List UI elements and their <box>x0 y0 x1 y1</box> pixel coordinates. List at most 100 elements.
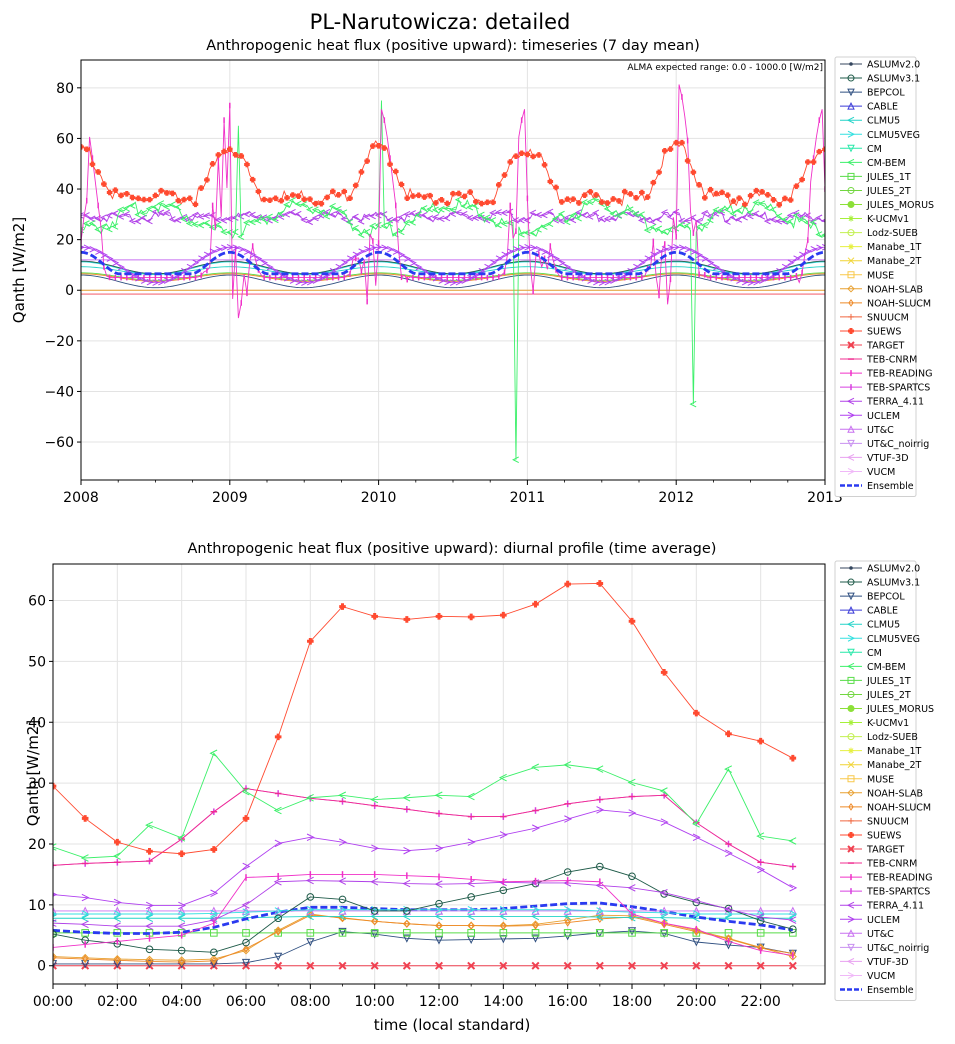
timeseries-legend-marker <box>847 201 855 208</box>
timeseries-marker-UCLEM <box>764 274 772 282</box>
timeseries-marker-UCLEM <box>112 259 120 267</box>
diurnal-point-UCLEM <box>210 889 219 898</box>
timeseries-marker-CM-BEM <box>534 226 542 233</box>
y-tick-label: 60 <box>56 131 74 147</box>
timeseries-marker-SUEWS <box>330 188 336 195</box>
timeseries-marker-TERRA_4.11 <box>740 213 748 221</box>
diurnal-point-NOAH-SLUCM <box>371 917 378 926</box>
timeseries-marker-SUEWS <box>793 183 800 189</box>
diurnal-point-NOAH-SLUCM <box>629 912 635 922</box>
diurnal-point-CLMU5VEG <box>692 910 701 918</box>
diurnal-legend-label: JULES_1T <box>866 676 911 687</box>
timeseries-marker-CM-BEM <box>712 206 720 214</box>
x-tick-label: 08:00 <box>290 994 330 1010</box>
diurnal-point-NOAH-SLUCM <box>53 953 56 962</box>
diurnal-point-SUEWS <box>532 600 539 608</box>
timeseries-marker-TERRA_4.11 <box>637 217 645 224</box>
timeseries-marker-SUEWS <box>810 159 817 165</box>
diurnal-point-BEPCOL <box>274 952 283 962</box>
timeseries-marker-SUEWS <box>461 193 468 200</box>
timeseries-marker-SUEWS <box>215 152 222 158</box>
diurnal-line-TEB-SPARTCS <box>53 788 793 867</box>
timeseries-legend-marker <box>846 116 855 124</box>
diurnal-point-BEPCOL <box>53 960 58 969</box>
timeseries-legend-label: JULES_MORUS <box>866 200 934 211</box>
diurnal-point-CLMU5VEG <box>628 908 637 916</box>
timeseries-marker-CM-BEM <box>340 209 348 216</box>
diurnal-lines <box>53 580 798 970</box>
timeseries-marker-TERRA_4.11 <box>380 211 388 218</box>
timeseries-marker-UCLEM <box>747 279 755 286</box>
diurnal-point-TARGET <box>660 961 669 970</box>
timeseries-marker-CM-BEM <box>403 219 411 226</box>
diurnal-point-CM-BEM <box>241 787 250 796</box>
timeseries-marker-SUEWS <box>249 176 256 183</box>
diurnal-point-CM-BEM <box>659 787 668 795</box>
timeseries-marker-SUEWS <box>101 181 107 187</box>
timeseries-marker-CM-BEM <box>643 226 651 234</box>
timeseries-marker-SUEWS <box>455 190 462 197</box>
diurnal-legend-marker <box>848 831 854 838</box>
timeseries-legend-marker <box>847 425 855 433</box>
timeseries-marker-CM-BEM <box>162 203 170 210</box>
timeseries-marker-CM-BEM <box>557 210 565 218</box>
timeseries-marker-CM-BEM <box>706 216 714 224</box>
diurnal-point-CM-BEM <box>756 832 765 840</box>
timeseries-marker-CM-BEM <box>202 219 210 227</box>
timeseries-marker-SUEWS <box>684 157 691 164</box>
diurnal-point-BEPCOL <box>499 935 508 944</box>
timeseries-marker-CM-BEM <box>174 203 182 211</box>
timeseries-marker-CM-BEM <box>225 229 233 236</box>
diurnal-point-TERRA_4.11 <box>466 879 475 888</box>
timeseries-marker-UCLEM <box>501 251 509 259</box>
timeseries-marker-CM-BEM <box>460 202 468 210</box>
timeseries-marker-TERRA_4.11 <box>603 215 611 223</box>
diurnal-line-TEB-READING <box>53 873 793 956</box>
diurnal-point-TARGET <box>563 961 572 970</box>
diurnal-point-NOAH-SLUCM <box>436 921 442 930</box>
timeseries-frame <box>80 59 826 481</box>
timeseries-marker-UCLEM <box>530 244 538 251</box>
timeseries-marker-SUEWS <box>324 194 330 201</box>
timeseries-marker-CM-BEM <box>317 209 325 216</box>
timeseries-marker-CM-BEM <box>323 213 331 220</box>
diurnal-point-UCLEM <box>306 833 315 842</box>
timeseries-marker-UCLEM <box>198 255 206 262</box>
diurnal-line-UCLEM <box>53 809 794 906</box>
timeseries-marker-SUEWS <box>495 182 502 188</box>
timeseries-marker-SUEWS <box>650 179 657 186</box>
x-tick-label: 04:00 <box>161 994 201 1010</box>
timeseries-marker-CM-BEM <box>220 228 228 236</box>
timeseries-marker-SUEWS <box>392 168 399 175</box>
diurnal-point-TARGET <box>788 961 797 970</box>
timeseries-marker-SUEWS <box>318 200 325 207</box>
diurnal-point-UCLEM <box>660 818 669 826</box>
diurnal-legend-label: CM-BEM <box>867 662 906 673</box>
timeseries-marker-UCLEM <box>552 255 560 262</box>
timeseries-marker-CM-BEM <box>454 196 462 203</box>
timeseries-marker-SUEWS <box>541 162 548 168</box>
timeseries-marker-SUEWS <box>782 195 788 202</box>
timeseries-marker-CM-BEM <box>140 209 147 217</box>
timeseries-marker-UCLEM <box>701 255 709 262</box>
diurnal-point-CLMU5VEG <box>274 907 283 915</box>
diurnal-point-CLMU5VEG <box>596 907 605 915</box>
diurnal-point-TARGET <box>627 961 637 970</box>
timeseries-marker-TERRA_4.11 <box>99 214 107 221</box>
timeseries-marker-CM-BEM <box>437 206 445 213</box>
diurnal-point-SUEWS <box>81 815 89 822</box>
timeseries-marker-UCLEM <box>341 259 349 267</box>
timeseries-marker-CM-BEM <box>563 218 571 226</box>
timeseries-marker-CM-BEM <box>180 215 188 223</box>
timeseries-marker-SUEWS <box>799 176 805 183</box>
timeseries-marker-SUEWS <box>112 187 119 193</box>
timeseries-marker-TERRA_4.11 <box>466 214 474 222</box>
diurnal-point-BEPCOL <box>402 934 411 943</box>
diurnal-point-CM-BEM <box>466 792 475 801</box>
diurnal-grid <box>52 564 825 984</box>
timeseries-marker-SUEWS <box>644 194 651 200</box>
diurnal-ylabel: Qanth [W/m2] <box>24 720 42 826</box>
timeseries-legend-marker <box>847 130 856 138</box>
y-tick-label: 10 <box>28 898 46 914</box>
